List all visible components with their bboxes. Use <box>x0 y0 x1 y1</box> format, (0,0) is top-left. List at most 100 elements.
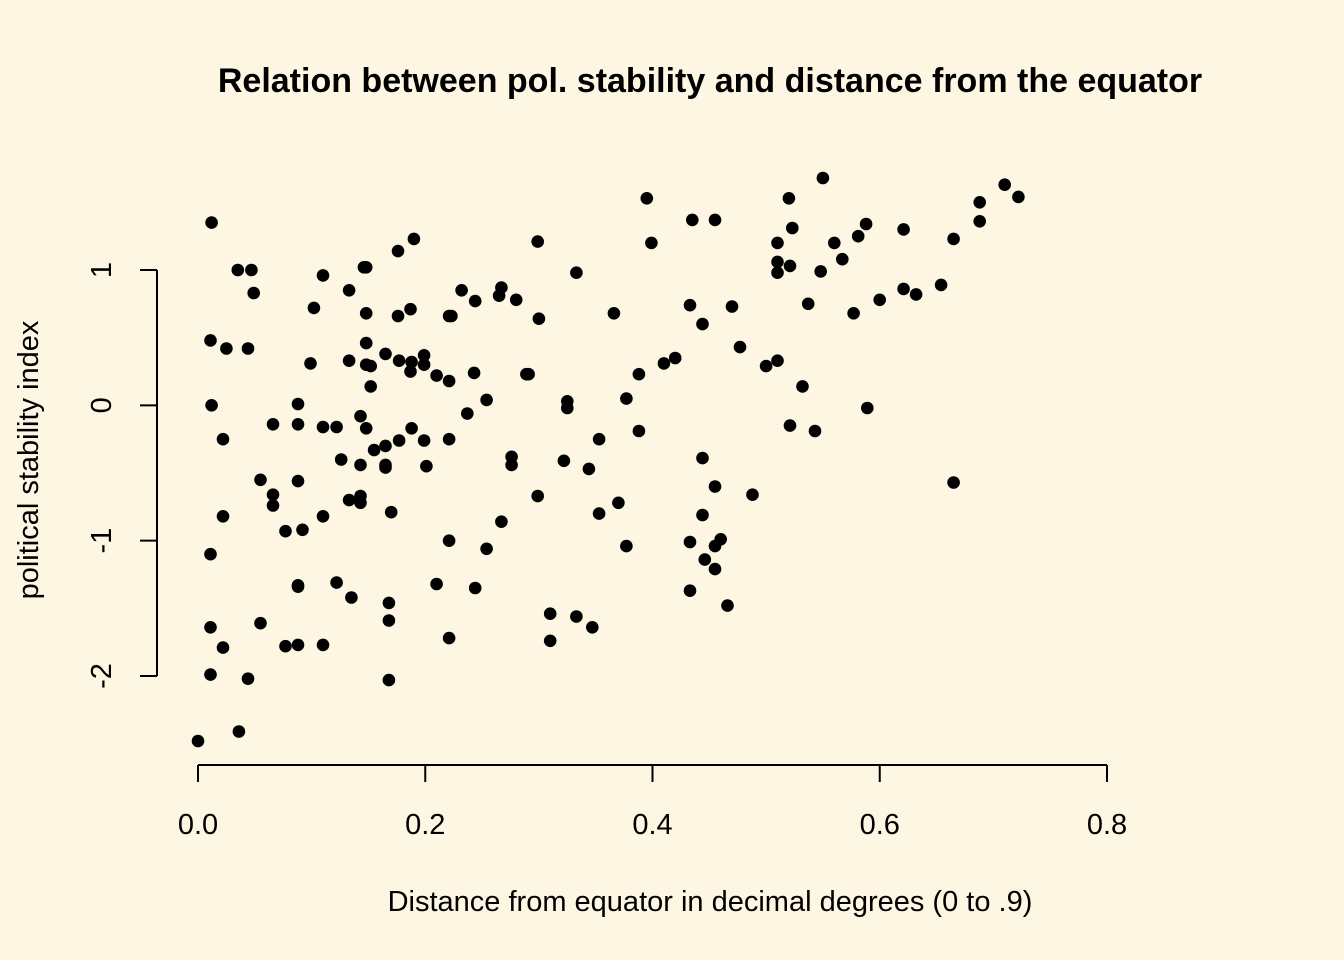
data-point <box>391 244 405 258</box>
data-point <box>973 215 986 228</box>
data-point <box>204 668 217 681</box>
data-point <box>909 288 923 301</box>
data-point <box>205 216 218 229</box>
data-point <box>467 366 481 380</box>
data-point <box>296 523 309 537</box>
data-point <box>354 496 367 510</box>
y-tick-label: 0 <box>86 397 118 413</box>
y-axis: -2 -1 0 1 <box>86 262 158 689</box>
data-point <box>759 359 773 373</box>
data-point <box>873 293 886 307</box>
data-point <box>316 420 330 434</box>
data-point <box>561 401 574 415</box>
data-point <box>620 392 633 405</box>
data-points <box>191 171 1025 748</box>
data-point <box>205 399 218 412</box>
x-axis: 0.0 0.2 0.4 0.6 0.8 <box>178 764 1127 841</box>
data-point <box>334 453 348 466</box>
data-point <box>468 581 482 595</box>
data-point <box>279 639 292 653</box>
data-point <box>391 309 405 323</box>
data-point <box>509 293 523 307</box>
data-point <box>786 221 799 235</box>
data-point <box>771 236 784 250</box>
data-point <box>430 369 443 382</box>
data-point <box>632 367 646 381</box>
data-point <box>379 347 392 361</box>
data-point <box>307 301 321 315</box>
data-point <box>291 580 305 593</box>
data-point <box>384 505 398 519</box>
data-point <box>696 508 709 522</box>
data-point <box>382 673 396 687</box>
data-point <box>828 236 841 250</box>
data-point <box>420 459 433 473</box>
data-point <box>359 336 373 350</box>
x-tick-label: 0.8 <box>1087 809 1127 841</box>
data-point <box>543 634 557 648</box>
data-point <box>620 539 633 553</box>
data-point <box>683 584 697 597</box>
data-point <box>316 269 330 282</box>
data-point <box>404 365 417 378</box>
data-point <box>801 297 815 311</box>
data-point <box>254 616 267 630</box>
data-point <box>495 515 508 528</box>
data-point <box>442 374 456 388</box>
data-point <box>522 367 535 381</box>
data-point <box>531 235 544 248</box>
data-point <box>330 420 343 434</box>
data-point <box>392 354 406 368</box>
data-point <box>359 422 373 435</box>
data-point <box>947 232 960 246</box>
data-point <box>204 621 217 634</box>
data-point <box>191 734 205 748</box>
data-point <box>686 213 699 227</box>
data-point <box>291 397 305 411</box>
data-point <box>816 171 830 185</box>
data-point <box>359 261 373 274</box>
data-point <box>330 576 343 589</box>
data-point <box>897 282 910 296</box>
data-point <box>733 340 747 354</box>
data-point <box>586 621 599 634</box>
chart-title: Relation between pol. stability and dist… <box>218 62 1202 100</box>
data-point <box>708 213 722 227</box>
data-point <box>382 614 396 627</box>
data-point <box>721 599 734 612</box>
data-point <box>354 409 367 423</box>
x-tick-label: 0.0 <box>178 809 218 841</box>
data-point <box>645 236 658 250</box>
data-point <box>771 266 784 280</box>
data-point <box>480 542 493 556</box>
data-point <box>808 424 822 438</box>
data-point <box>204 334 217 347</box>
data-point <box>354 458 367 472</box>
data-point <box>279 524 292 538</box>
data-point <box>392 434 406 447</box>
data-point <box>382 596 396 610</box>
data-point <box>364 359 378 373</box>
data-point <box>708 562 722 576</box>
data-point <box>861 401 874 415</box>
data-point <box>291 474 305 488</box>
data-point <box>934 278 948 292</box>
data-point <box>241 672 255 685</box>
data-point <box>304 357 317 370</box>
y-axis-label: political stability index <box>13 320 45 599</box>
data-point <box>266 499 280 512</box>
data-point <box>417 358 431 372</box>
data-point <box>405 355 418 369</box>
data-point <box>771 255 784 269</box>
data-point <box>359 307 373 320</box>
data-point <box>532 312 546 326</box>
data-point <box>836 252 849 266</box>
y-tick-label: -2 <box>86 663 118 689</box>
data-point <box>342 354 356 368</box>
data-point <box>455 284 468 297</box>
data-point <box>291 418 305 431</box>
data-point <box>442 631 456 645</box>
data-point <box>657 357 671 370</box>
data-point <box>683 298 697 312</box>
